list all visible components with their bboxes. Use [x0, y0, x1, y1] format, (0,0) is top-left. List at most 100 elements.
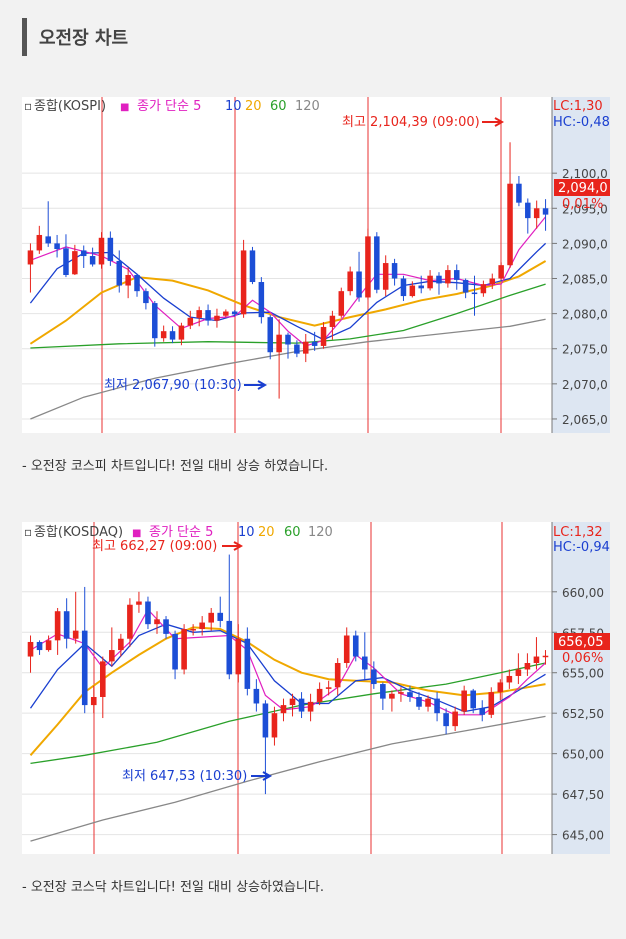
candle-body: [462, 279, 469, 293]
candle-body: [436, 275, 442, 284]
candle-body: [262, 703, 269, 738]
candle-body: [507, 183, 513, 266]
candle: [249, 246, 256, 285]
candle-body: [72, 630, 79, 639]
kosdaq-chart-svg: 660,00657,50655,00652,50650,00647,50645,…: [22, 522, 610, 854]
candle: [382, 255, 389, 297]
candle-body: [145, 601, 151, 625]
section-accent-bar: [22, 18, 27, 56]
candle: [461, 685, 467, 715]
candle-body: [99, 661, 106, 697]
candle: [307, 693, 314, 722]
candle-body: [178, 325, 185, 340]
candle: [98, 232, 105, 269]
current-price-label: 656,05: [558, 635, 604, 650]
candle-body: [453, 270, 460, 280]
candle-body: [452, 711, 458, 727]
candle-body: [533, 656, 540, 664]
candle: [127, 598, 133, 647]
candle: [89, 247, 96, 267]
candle-body: [72, 251, 78, 275]
candle: [294, 340, 300, 358]
y-tick-label: 652,50: [562, 707, 604, 721]
candle-body: [136, 601, 142, 605]
candle: [244, 627, 251, 696]
candle-body: [285, 334, 291, 345]
candle-body: [407, 692, 413, 697]
candle: [480, 280, 487, 297]
current-price-label: 2,094,0: [558, 181, 608, 196]
candle-body: [98, 237, 105, 265]
candle-body: [143, 291, 149, 304]
y-tick-label: 2,080,0: [562, 308, 608, 322]
legend-ma10: 10: [225, 99, 242, 114]
candle: [160, 325, 167, 342]
candle-body: [54, 611, 61, 641]
candle: [36, 225, 43, 254]
candle: [187, 310, 194, 330]
candle: [217, 596, 224, 628]
candle: [36, 640, 43, 655]
candle: [163, 616, 169, 639]
candle-body: [63, 611, 70, 639]
candle: [72, 591, 79, 644]
candle: [445, 265, 451, 288]
current-change-label: 0,06%: [562, 651, 603, 666]
candle-body: [516, 183, 522, 203]
candle-body: [506, 675, 513, 683]
y-tick-label: 2,075,0: [562, 343, 608, 357]
candle: [45, 201, 51, 247]
ma60-line: [30, 283, 546, 349]
low-annotation: 최저 647,53 (10:30): [122, 769, 247, 784]
low-arrow-icon: [251, 771, 273, 781]
candle-body: [497, 682, 504, 693]
candle: [214, 308, 220, 328]
candle-body: [163, 619, 169, 634]
y-tick-label: 660,00: [562, 586, 604, 600]
candle: [516, 175, 522, 207]
candle: [407, 685, 413, 702]
candle: [27, 243, 34, 293]
candle: [80, 245, 87, 268]
legend-ma60: 60: [270, 99, 287, 114]
kospi-chart-svg: 2,100,0 2,095,0 2,090,0 2,085,0 2,080,0 2,075…: [22, 97, 610, 433]
price-axis-panel: [552, 522, 610, 854]
candle-body: [127, 604, 133, 639]
candle: [134, 273, 140, 297]
candle-body: [36, 234, 43, 251]
candle: [63, 598, 70, 649]
candle: [334, 658, 341, 696]
candle: [267, 315, 273, 360]
candle: [181, 624, 187, 675]
candle: [453, 264, 460, 290]
candle-body: [427, 275, 433, 289]
candle: [27, 635, 34, 673]
candle-body: [45, 640, 52, 651]
legend-ma20: 20: [245, 99, 262, 114]
candle: [507, 142, 513, 268]
candle: [107, 231, 114, 266]
candle: [409, 281, 416, 298]
candle-body: [187, 317, 194, 326]
candle: [352, 630, 359, 662]
y-tick-label: 2,095,0: [562, 202, 608, 216]
y-tick-label: 650,00: [562, 748, 604, 762]
candle-body: [54, 243, 60, 250]
candle: [361, 632, 368, 680]
candle: [45, 635, 52, 652]
candle: [425, 695, 431, 712]
candle-body: [107, 237, 114, 261]
candle-body: [276, 334, 282, 353]
candle: [498, 262, 504, 280]
candle-body: [542, 208, 549, 215]
legend-price-label: 종가 단순 5: [137, 99, 201, 114]
candle: [253, 679, 260, 712]
candle-body: [425, 698, 431, 707]
candle: [280, 698, 287, 722]
candle: [400, 275, 407, 301]
candle: [398, 687, 404, 702]
candle-body: [542, 655, 549, 658]
candle-body: [525, 202, 531, 219]
candle-body: [479, 708, 486, 715]
candle: [343, 627, 350, 668]
